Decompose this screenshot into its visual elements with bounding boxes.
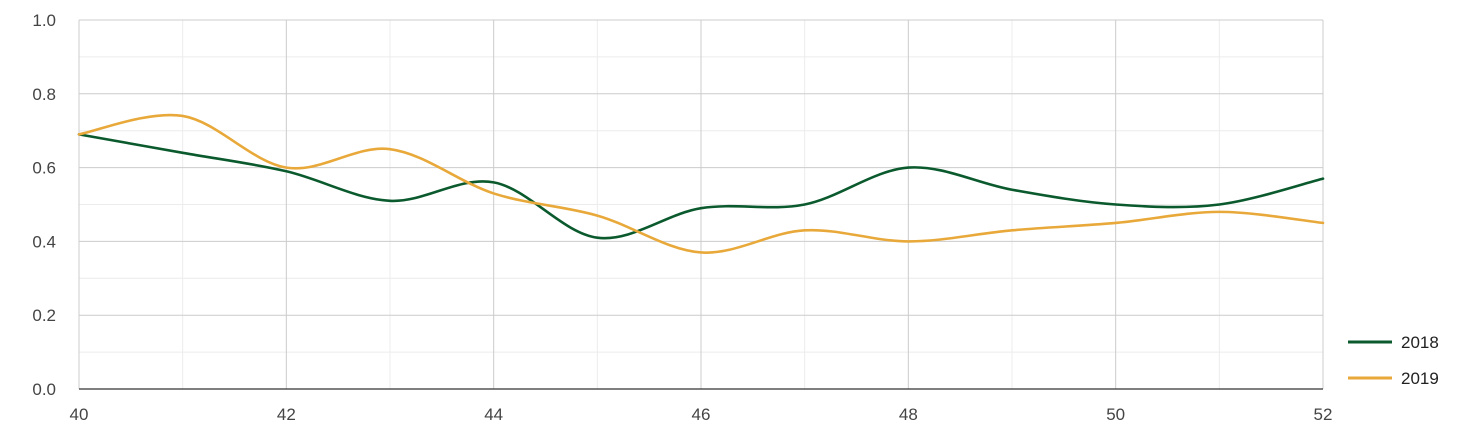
- y-tick-label: 1.0: [32, 11, 56, 30]
- y-tick-label: 0.4: [32, 232, 56, 251]
- x-tick-label: 48: [899, 405, 918, 424]
- x-tick-label: 52: [1314, 405, 1333, 424]
- tick-labels: 40 42 44 46 48 50 52 0.0 0.2 0.4 0.6 0.8 1.0: [32, 11, 1332, 424]
- series-line-2019: [77, 113, 1325, 254]
- legend-label: 2019: [1401, 369, 1439, 388]
- x-tick-label: 40: [70, 405, 89, 424]
- legend: 2018 2019: [1348, 333, 1439, 388]
- x-tick-label: 44: [484, 405, 503, 424]
- x-tick-label: 50: [1106, 405, 1125, 424]
- y-tick-label: 0.0: [32, 380, 56, 399]
- y-tick-label: 0.2: [32, 306, 56, 325]
- y-tick-label: 0.6: [32, 159, 56, 178]
- legend-item-2019: 2019: [1348, 369, 1439, 388]
- legend-item-2018: 2018: [1348, 333, 1439, 352]
- series-line-2018: [77, 133, 1325, 240]
- legend-label: 2018: [1401, 333, 1439, 352]
- series-layer: [77, 113, 1325, 254]
- x-tick-label: 42: [277, 405, 296, 424]
- y-tick-label: 0.8: [32, 85, 56, 104]
- x-tick-label: 46: [692, 405, 711, 424]
